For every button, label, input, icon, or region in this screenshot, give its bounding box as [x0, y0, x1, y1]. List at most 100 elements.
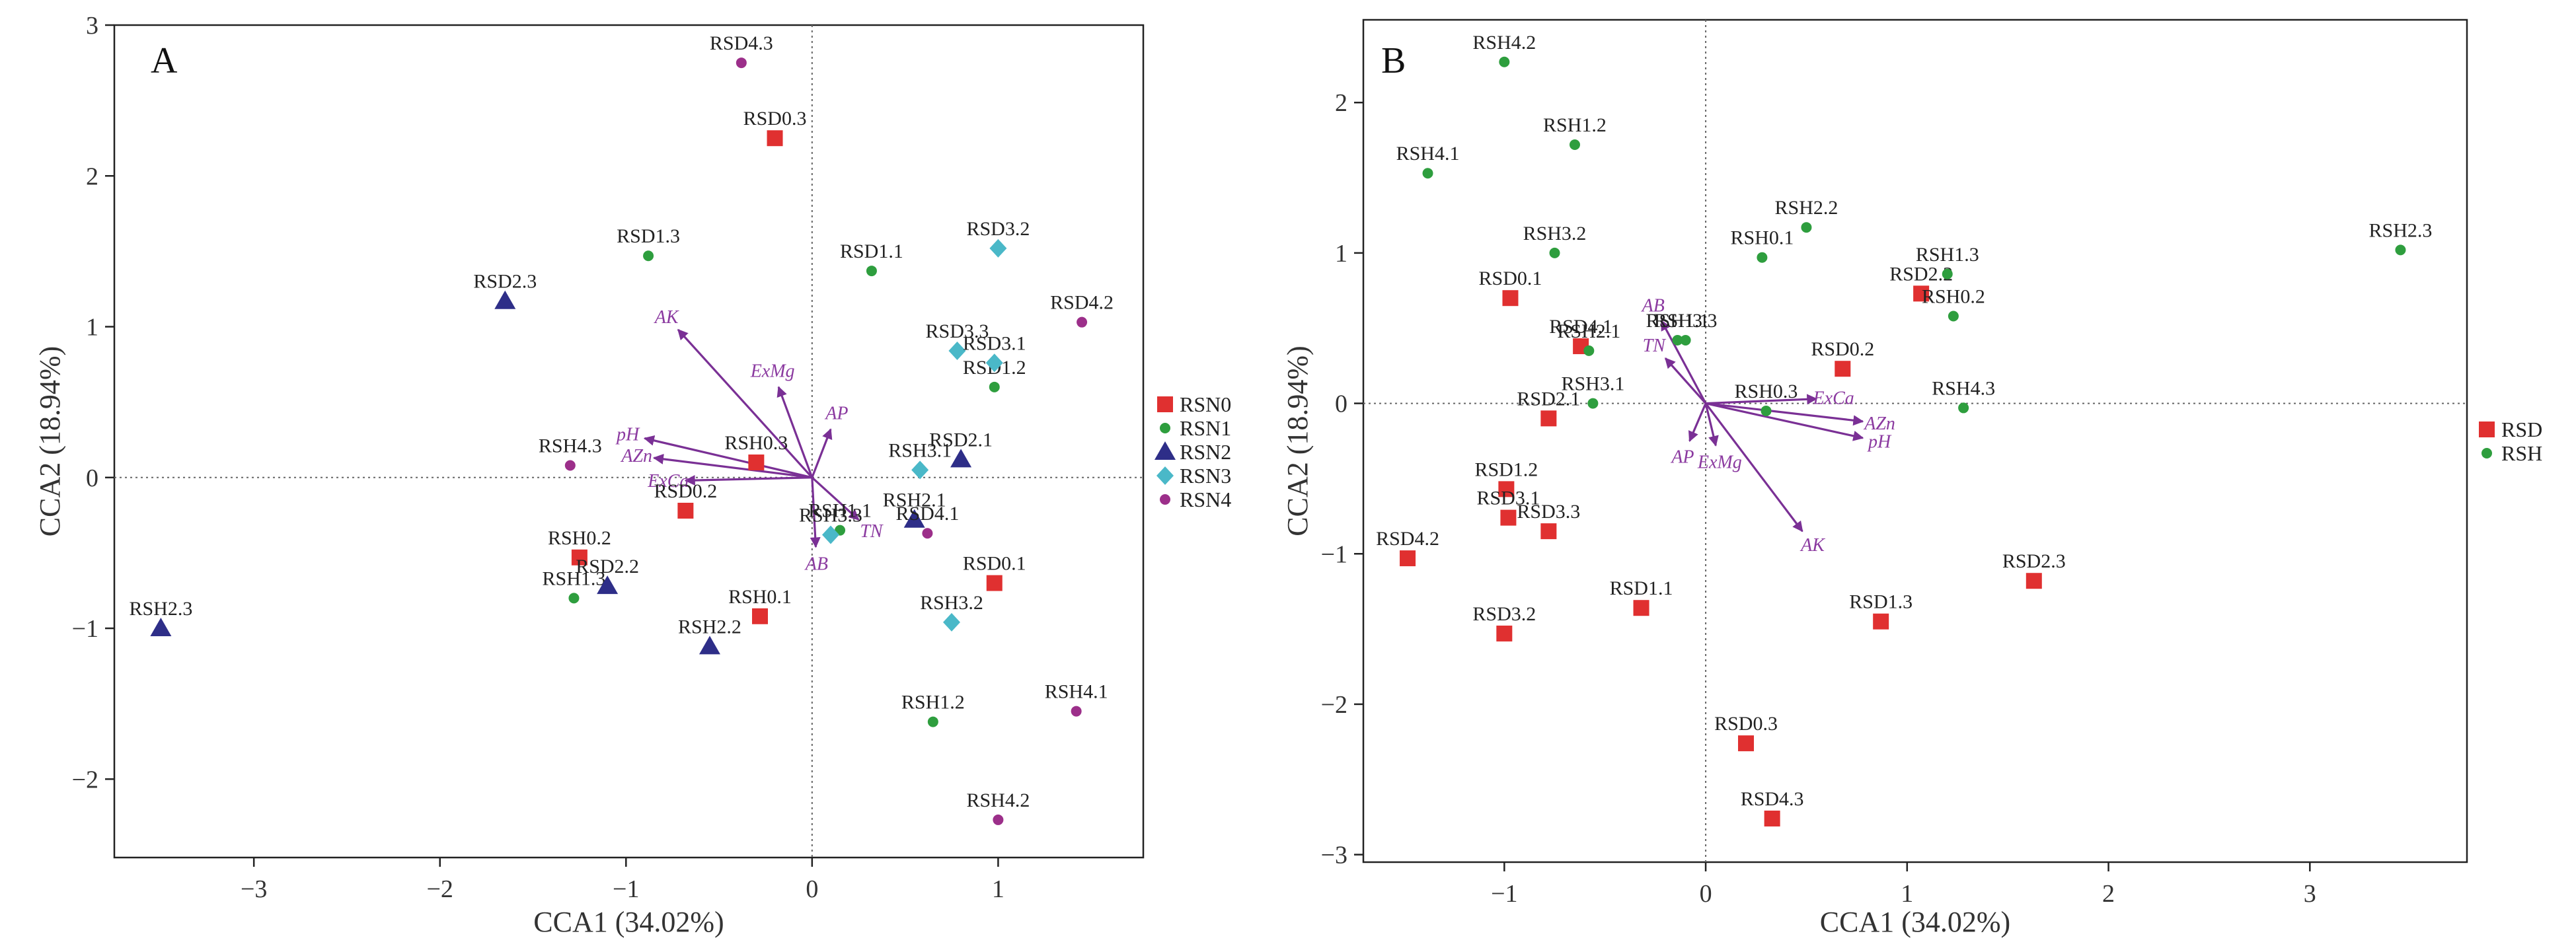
point-label: RSD3.2 [1472, 603, 1536, 625]
vector-label-ab: AB [804, 554, 828, 575]
point-label: RSD2.3 [473, 271, 537, 293]
data-point [643, 250, 654, 262]
point-label: RSD1.3 [1849, 591, 1913, 613]
vector-label-tn: TN [860, 521, 884, 542]
point-label: RSD4.3 [710, 32, 773, 54]
point-label: RSD1.3 [617, 225, 680, 247]
legend-marker [1160, 494, 1170, 505]
vector-arrow-azn [1705, 402, 1864, 426]
y-tick-label: 1 [86, 314, 98, 342]
vector-arrow-ph [643, 435, 813, 479]
data-point [1942, 268, 1953, 279]
point-label: RSD4.2 [1376, 528, 1439, 550]
point-label: RSH0.2 [1922, 286, 1985, 308]
legend-label: RSN2 [1180, 440, 1231, 464]
point-label: RSH3.2 [920, 592, 983, 614]
point-label: RSH1.1 [808, 500, 872, 522]
data-point [1764, 810, 1780, 826]
point-label: RSH4.3 [539, 435, 602, 457]
data-point [1835, 361, 1851, 377]
point-label: RSH2.3 [2369, 219, 2433, 241]
point-label: RSH3.3 [1654, 310, 1718, 332]
point-label: RSD1.1 [840, 240, 903, 262]
vector-arrow-exmg [1704, 403, 1719, 447]
point-label: RSD3.1 [963, 332, 1026, 354]
point-label: RSH4.1 [1045, 681, 1108, 703]
point-label: RSD3.2 [966, 218, 1030, 240]
data-point [950, 449, 972, 468]
data-point [597, 575, 619, 595]
data-point [1071, 706, 1082, 717]
point-label: RSD4.2 [1050, 292, 1114, 314]
vector-label-exmg: ExMg [750, 361, 795, 381]
vector-arrow-ak [677, 328, 814, 478]
x-tick-label: −1 [1491, 880, 1517, 908]
data-point [903, 509, 925, 528]
data-point [993, 814, 1004, 825]
data-point [1499, 56, 1510, 67]
x-tick-label: 0 [806, 875, 818, 903]
point-label: RSD3.3 [926, 320, 989, 342]
point-label: RSH1.3 [543, 568, 606, 589]
data-point [1913, 285, 1930, 302]
data-point [677, 503, 694, 519]
data-point [1569, 139, 1580, 150]
data-point [1549, 247, 1560, 258]
data-point [911, 460, 929, 480]
vector-arrow-ph [1705, 402, 1864, 441]
data-point [989, 238, 1007, 258]
point-label: RSH1.2 [1543, 114, 1607, 136]
data-point [1680, 334, 1691, 346]
y-tick-label: −2 [72, 766, 98, 793]
panel-a: −3 −2 −1 0 1 −2 −1 0 1 2 3 CCA1 (34.02%) CCA2 (18.94… [34, 12, 1231, 938]
data-point [1077, 316, 1088, 328]
x-tick-label: −2 [427, 875, 453, 903]
point-label: RSH1.3 [1916, 244, 1979, 266]
data-point [1738, 735, 1755, 752]
point-label: RSH2.2 [1775, 197, 1838, 219]
point-label: RSH4.3 [1932, 377, 1995, 399]
point-label: RSH0.3 [1735, 381, 1798, 402]
legend-label: RSH [2501, 441, 2542, 465]
y-tick-label: 3 [86, 12, 98, 40]
x-tick-label: 2 [2102, 880, 2115, 908]
point-label: RSH2.1 [1557, 320, 1620, 342]
point-label: RSH0.2 [548, 527, 611, 549]
point-label: RSD0.3 [1714, 713, 1778, 735]
vector-arrow-exmg [777, 386, 814, 478]
data-point [1672, 334, 1683, 346]
data-point [948, 342, 966, 361]
point-label: RSD2.1 [1517, 388, 1580, 410]
point-label: RSH3.3 [799, 505, 862, 527]
point-label: RSD4.1 [895, 503, 959, 525]
vector-label-ph: pH [615, 425, 640, 445]
y-tick-label: −3 [1321, 842, 1347, 869]
point-label: RSD0.2 [654, 480, 717, 502]
data-point [1498, 481, 1515, 497]
point-label: RSD2.2 [576, 556, 639, 577]
vector-arrow-ab [1660, 319, 1707, 404]
point-label: RSH2.2 [678, 616, 741, 638]
vector-arrow-azn [652, 453, 813, 479]
data-point [1422, 168, 1433, 179]
point-label: RSD1.1 [1610, 577, 1673, 599]
data-point [1873, 613, 1889, 630]
x-tick-label: 3 [2304, 880, 2316, 908]
y-tick-label: 2 [86, 163, 98, 190]
legend-marker [2481, 448, 2492, 458]
x-axis-label: CCA1 (34.02%) [533, 906, 724, 938]
y-tick-label: 1 [1335, 240, 1347, 268]
point-label: RSD4.1 [1549, 316, 1612, 338]
point-label: RSH3.1 [1561, 373, 1624, 395]
point-label: RSH3.2 [1523, 223, 1587, 244]
legend-marker [1160, 423, 1170, 433]
data-point [1958, 402, 1969, 414]
data-point [494, 290, 516, 309]
point-label: RSD4.3 [1741, 788, 1804, 810]
point-label: RSH4.2 [966, 789, 1030, 811]
vector-label-exca: ExCa [647, 471, 689, 492]
vector-arrow-exca [684, 475, 812, 486]
